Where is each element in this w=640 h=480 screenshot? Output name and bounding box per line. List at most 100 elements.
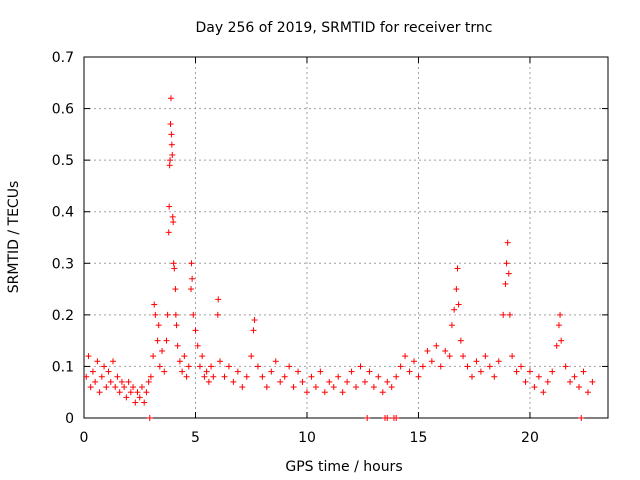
data-point xyxy=(172,286,179,293)
data-point xyxy=(134,389,141,396)
data-point xyxy=(544,378,551,385)
data-point xyxy=(308,373,315,380)
data-point xyxy=(486,363,493,370)
data-point xyxy=(85,353,92,360)
data-point xyxy=(165,229,172,236)
data-point xyxy=(464,363,471,370)
data-point xyxy=(225,363,232,370)
data-point xyxy=(482,353,489,360)
data-point xyxy=(281,373,288,380)
data-point xyxy=(460,353,467,360)
data-point xyxy=(151,301,158,308)
data-point xyxy=(317,368,324,375)
data-point xyxy=(170,219,177,226)
data-point xyxy=(335,373,342,380)
data-point xyxy=(259,373,266,380)
data-point xyxy=(330,384,337,391)
data-point xyxy=(286,363,293,370)
y-tick-label: 0.5 xyxy=(52,153,74,169)
plot-frame xyxy=(83,56,609,419)
data-point xyxy=(83,373,90,380)
data-point xyxy=(159,347,166,354)
data-point xyxy=(176,358,183,365)
data-point xyxy=(214,311,221,318)
data-point xyxy=(136,394,143,401)
data-point xyxy=(203,368,210,375)
data-point xyxy=(473,358,480,365)
data-point xyxy=(199,353,206,360)
data-point xyxy=(251,317,258,324)
data-point xyxy=(188,260,195,267)
data-point xyxy=(118,378,125,385)
data-point xyxy=(366,368,373,375)
data-point xyxy=(500,311,507,318)
x-tick-label: 5 xyxy=(191,430,200,446)
x-tick-label: 20 xyxy=(521,430,539,446)
data-point xyxy=(303,389,310,396)
data-point xyxy=(127,389,134,396)
data-point xyxy=(185,363,192,370)
data-point xyxy=(379,389,386,396)
data-point xyxy=(230,378,237,385)
data-point xyxy=(402,353,409,360)
data-point xyxy=(154,337,161,344)
data-point xyxy=(571,373,578,380)
data-point xyxy=(567,378,574,385)
data-point xyxy=(375,373,382,380)
data-point xyxy=(173,322,180,329)
data-point xyxy=(290,384,297,391)
data-point xyxy=(243,373,250,380)
data-point xyxy=(428,358,435,365)
data-point xyxy=(505,270,512,277)
data-point xyxy=(535,373,542,380)
data-point xyxy=(107,378,114,385)
data-point xyxy=(166,162,173,169)
data-point xyxy=(384,415,391,421)
data-point xyxy=(121,384,128,391)
data-point xyxy=(451,306,458,313)
data-point xyxy=(96,389,103,396)
data-point xyxy=(248,353,255,360)
data-point xyxy=(130,384,137,391)
data-point xyxy=(201,373,208,380)
data-point xyxy=(163,337,170,344)
data-point xyxy=(146,415,153,421)
data-point xyxy=(580,368,587,375)
data-point xyxy=(518,363,525,370)
data-point xyxy=(576,384,583,391)
data-point xyxy=(167,95,174,102)
data-point xyxy=(208,363,215,370)
data-point xyxy=(503,260,510,267)
data-point xyxy=(406,368,413,375)
data-point xyxy=(172,311,179,318)
data-point xyxy=(254,363,261,370)
data-point xyxy=(299,378,306,385)
data-point xyxy=(419,363,426,370)
data-point xyxy=(339,389,346,396)
data-point xyxy=(138,384,145,391)
data-point xyxy=(239,384,246,391)
data-points xyxy=(83,95,596,421)
data-point xyxy=(168,141,175,148)
data-point xyxy=(250,327,257,334)
data-point xyxy=(101,363,108,370)
data-point xyxy=(448,322,455,329)
data-point xyxy=(553,342,560,349)
y-tick-label: 0.3 xyxy=(52,256,74,272)
data-point xyxy=(277,378,284,385)
data-point xyxy=(433,342,440,349)
data-point xyxy=(578,415,585,421)
data-point xyxy=(540,389,547,396)
data-point xyxy=(446,353,453,360)
data-point xyxy=(205,378,212,385)
data-point xyxy=(584,389,591,396)
data-point xyxy=(188,286,195,293)
data-point xyxy=(455,301,462,308)
data-point xyxy=(92,378,99,385)
data-point xyxy=(105,368,112,375)
data-point xyxy=(150,353,157,360)
data-point xyxy=(272,358,279,365)
data-point xyxy=(388,384,395,391)
data-point xyxy=(326,378,333,385)
